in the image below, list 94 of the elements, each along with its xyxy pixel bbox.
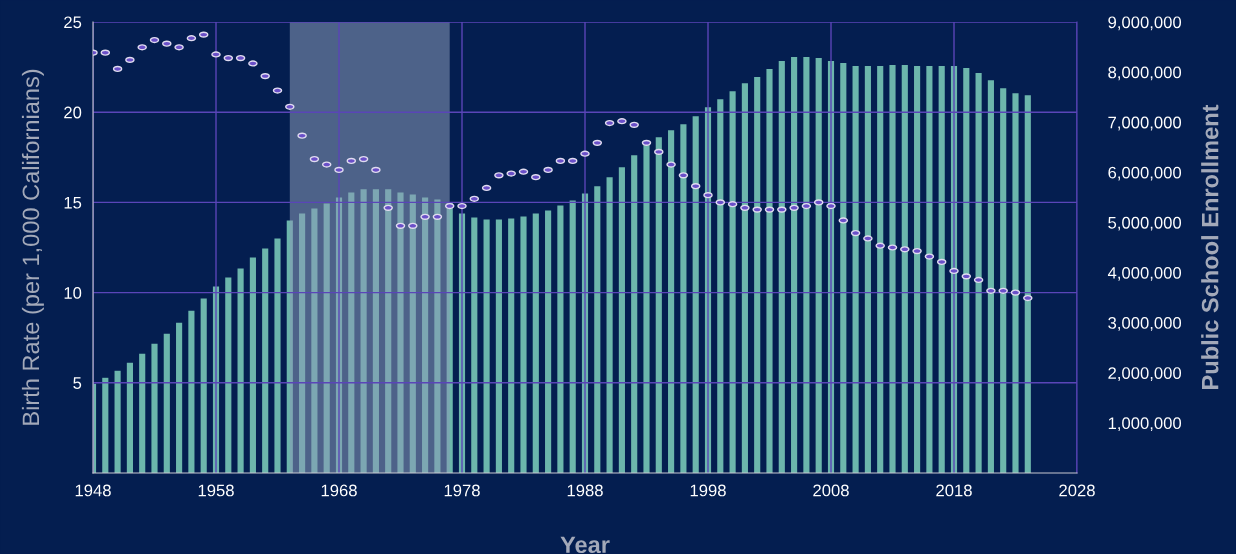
y2-tick-label: 9,000,000 — [1108, 16, 1182, 31]
bar — [262, 248, 269, 473]
bar — [237, 268, 244, 473]
bar — [803, 57, 810, 473]
bar — [176, 322, 183, 473]
bar — [852, 66, 859, 473]
bar — [594, 186, 601, 473]
y2-tick-label: 1,000,000 — [1108, 417, 1182, 432]
bar — [163, 333, 170, 473]
y-axis-title: Birth Rate (per 1,000 Californians) — [21, 69, 44, 425]
bar — [668, 130, 675, 473]
y-tick-label: 15 — [64, 196, 82, 209]
bar — [360, 189, 367, 473]
bar — [631, 155, 638, 473]
bar — [655, 137, 662, 473]
bar — [151, 343, 158, 473]
bar — [729, 91, 736, 473]
bar — [569, 200, 576, 473]
bar — [791, 57, 798, 473]
x-tick-label: 1968 — [321, 484, 357, 497]
bar — [717, 99, 724, 473]
bar — [889, 65, 896, 473]
bar — [483, 219, 490, 473]
y2-tick-label: 7,000,000 — [1108, 116, 1182, 131]
y-tick-label: 10 — [64, 287, 82, 299]
bar — [606, 177, 613, 473]
bar — [877, 66, 884, 473]
x-tick-label: 1958 — [198, 484, 234, 497]
bar — [508, 218, 515, 473]
x-tick-label: 1988 — [567, 484, 603, 497]
bar — [102, 377, 109, 473]
bar — [1000, 88, 1007, 473]
bar — [1012, 93, 1019, 473]
bar — [311, 208, 318, 473]
bar — [471, 217, 478, 473]
y2-tick-label: 8,000,000 — [1108, 66, 1182, 81]
bar — [385, 189, 392, 473]
bar — [446, 202, 453, 473]
bar — [840, 63, 847, 473]
y2-tick-label: 4,000,000 — [1107, 266, 1182, 281]
bar — [422, 197, 429, 473]
bar — [618, 167, 625, 473]
bar — [397, 192, 404, 473]
bar — [741, 83, 748, 473]
x-tick-label: 1998 — [690, 484, 726, 497]
bar — [1024, 95, 1031, 473]
y-tick-label: 5 — [73, 377, 82, 389]
bar — [778, 61, 785, 473]
bar — [188, 310, 195, 473]
bar — [926, 66, 933, 473]
bar — [139, 353, 146, 473]
bar — [200, 298, 207, 473]
bar — [126, 362, 133, 473]
bar — [409, 194, 416, 473]
x-tick-label: 1948 — [75, 484, 111, 497]
bar — [495, 219, 502, 473]
bar — [754, 77, 761, 473]
x-tick-label: 2028 — [1059, 484, 1095, 497]
y2-axis-title: Public School Enrollment — [1201, 104, 1219, 389]
bar — [323, 203, 330, 473]
y2-tick-label: 2,000,000 — [1108, 367, 1182, 381]
bar — [225, 277, 232, 473]
bar — [348, 192, 355, 473]
bar — [249, 257, 256, 473]
bar — [815, 58, 822, 473]
x-tick-label: 2018 — [936, 484, 972, 497]
bar — [520, 216, 527, 473]
bar — [557, 205, 564, 473]
y-tick-label: 20 — [64, 106, 82, 119]
x-tick-label: 2008 — [813, 484, 849, 497]
bar — [532, 213, 539, 473]
y2-tick-label: 6,000,000 — [1108, 166, 1182, 181]
bar — [987, 80, 994, 473]
bar — [975, 73, 982, 473]
bar — [914, 66, 921, 473]
y2-tick-label: 5,000,000 — [1108, 216, 1182, 231]
y2-tick-label: 3,000,000 — [1108, 317, 1182, 331]
bar — [766, 69, 773, 473]
bar — [938, 66, 945, 473]
bar — [901, 65, 908, 473]
bar — [692, 116, 699, 473]
bar — [286, 220, 293, 473]
bar — [545, 210, 552, 473]
bar — [963, 68, 970, 473]
bar — [274, 238, 281, 473]
y-tick-label: 25 — [64, 16, 82, 29]
bar — [864, 66, 871, 473]
bar — [299, 213, 306, 473]
x-tick-label: 1978 — [444, 484, 480, 497]
bar — [114, 370, 121, 473]
bar — [680, 124, 687, 473]
x-axis-title: Year — [560, 536, 610, 554]
bar — [372, 189, 379, 473]
bar — [434, 199, 441, 473]
